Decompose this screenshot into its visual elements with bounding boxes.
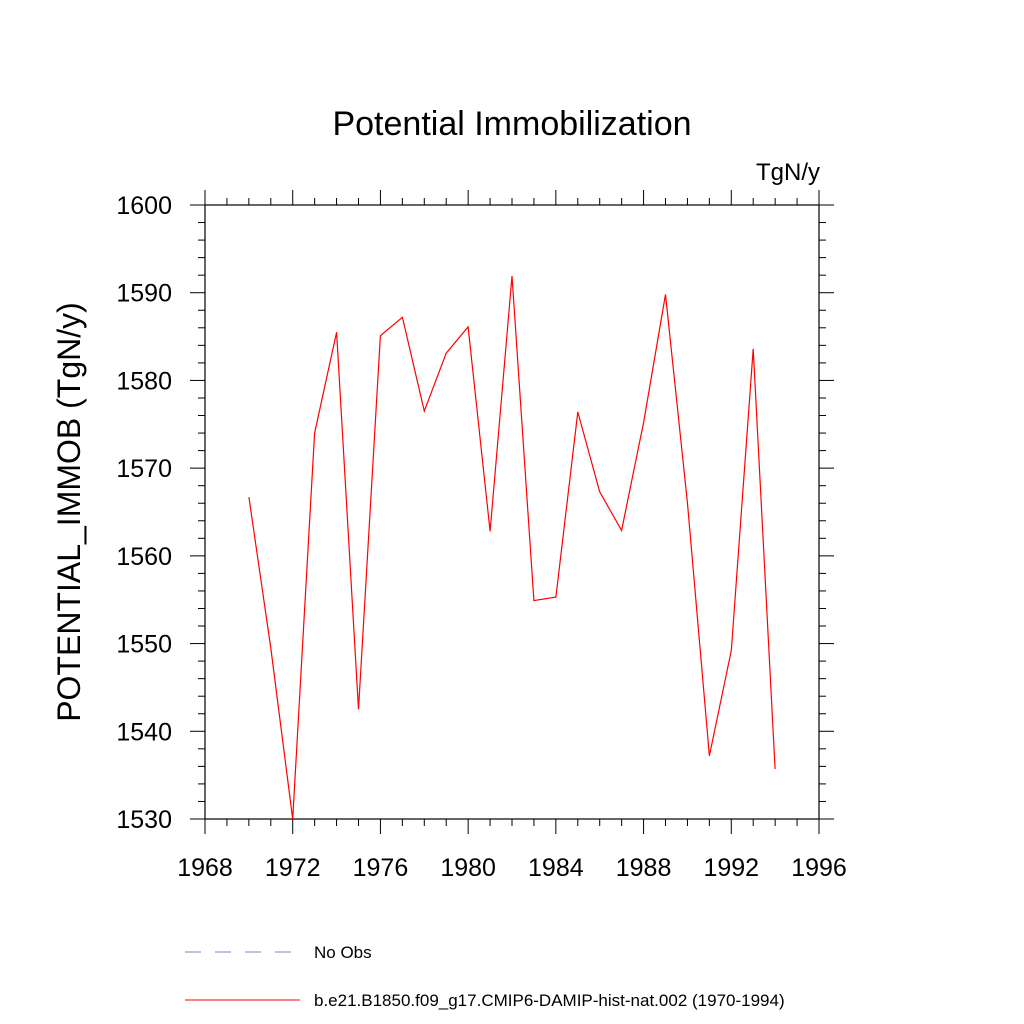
y-tick-label: 1540 [116, 718, 172, 746]
x-tick-label: 1968 [177, 854, 233, 882]
y-axis-label: POTENTIAL_IMMOB (TgN/y) [51, 302, 87, 722]
y-tick-label: 1600 [116, 192, 172, 220]
x-tick-label: 1980 [440, 854, 496, 882]
y-tick-label: 1530 [116, 806, 172, 834]
y-tick-label: 1570 [116, 455, 172, 483]
y-tick-label: 1550 [116, 631, 172, 659]
y-tick-label: 1590 [116, 280, 172, 308]
axis-tick-labels: 1968 1972 1976 1980 1984 1988 1992 1996 1530 1540… [116, 192, 846, 882]
x-tick-label: 1976 [353, 854, 409, 882]
x-tick-label: 1992 [703, 854, 759, 882]
series-layer [248, 275, 776, 820]
series-line [248, 275, 776, 820]
axis-ticks [190, 190, 834, 834]
x-tick-label: 1988 [616, 854, 672, 882]
chart-title: Potential Immobilization [332, 105, 691, 143]
y-tick-label: 1580 [116, 367, 172, 395]
x-tick-label: 1972 [265, 854, 321, 882]
x-tick-label: 1996 [791, 854, 847, 882]
units-label: TgN/y [756, 159, 820, 186]
plot-frame [204, 204, 820, 820]
legend-label: b.e21.B1850.f09_g17.CMIP6-DAMIP-hist-nat… [314, 991, 785, 1010]
x-tick-label: 1984 [528, 854, 584, 882]
legend: No Obs b.e21.B1850.f09_g17.CMIP6-DAMIP-hi… [185, 943, 785, 1010]
legend-label: No Obs [314, 943, 372, 962]
y-tick-label: 1560 [116, 543, 172, 571]
